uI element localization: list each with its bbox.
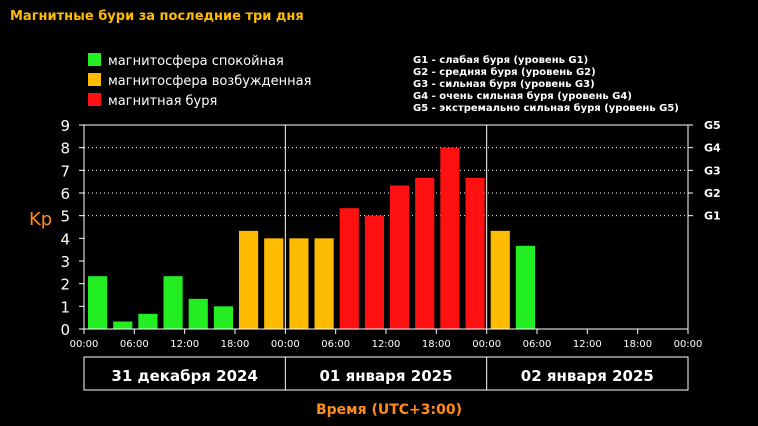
bar-9 <box>314 238 334 329</box>
y-tick-label-7: 7 <box>60 162 70 180</box>
g-tick-label-g5: G5 <box>704 119 721 132</box>
g-scale-item-g1: G1 - слабая буря (уровень G1) <box>413 54 588 66</box>
legend-label-storm: магнитная буря <box>108 94 217 109</box>
x-tick-label-11: 18:00 <box>623 339 652 350</box>
y-tick-label-0: 0 <box>60 321 70 339</box>
legend-label-quiet: магнитосфера спокойная <box>108 54 284 69</box>
g-scale-item-g3: G3 - сильная буря (уровень G3) <box>413 78 595 90</box>
g-scale-item-g2: G2 - средняя буря (уровень G2) <box>413 66 596 78</box>
legend: магнитосфера спокойная магнитосфера возб… <box>88 53 311 109</box>
g-tick-label-g1: G1 <box>704 210 721 223</box>
bar-17 <box>515 245 535 329</box>
legend-label-active: магнитосфера возбужденная <box>108 74 311 89</box>
plot-area: 0 1 2 3 4 5 6 7 8 9 G1 G2 G3 G4 G5 00:00 06:00 12:00 18:00… <box>60 117 721 391</box>
g-tick-label-g4: G4 <box>704 142 721 155</box>
x-tick-label-8: 00:00 <box>472 339 501 350</box>
g-tick-label-g2: G2 <box>704 187 721 200</box>
y-tick-label-8: 8 <box>60 140 70 158</box>
legend-swatch-quiet <box>88 53 101 66</box>
bar-7 <box>264 238 284 329</box>
bar-2 <box>138 313 158 329</box>
x-tick-label-6: 12:00 <box>372 339 401 350</box>
bar-6 <box>239 230 259 329</box>
y-tick-label-3: 3 <box>60 253 70 271</box>
bar-0 <box>88 276 108 329</box>
bar-16 <box>490 230 510 329</box>
x-tick-label-12: 00:00 <box>674 339 703 350</box>
g-scale-item-g4: G4 - очень сильная буря (уровень G4) <box>413 90 632 102</box>
y-tick-label-4: 4 <box>60 230 70 248</box>
x-tick-label-4: 00:00 <box>271 339 300 350</box>
x-tick-label-0: 00:00 <box>70 339 99 350</box>
bar-10 <box>339 208 359 329</box>
bar-5 <box>213 306 233 329</box>
bar-11 <box>364 215 384 329</box>
x-tick-label-9: 06:00 <box>523 339 552 350</box>
day-label-3: 02 января 2025 <box>521 367 654 385</box>
x-axis-label: Время (UTC+3:00) <box>316 402 462 418</box>
legend-swatch-active <box>88 73 101 86</box>
chart-title: Магнитные бури за последние три дня <box>10 9 304 24</box>
bar-3 <box>163 276 183 329</box>
bar-1 <box>113 321 133 329</box>
x-tick-label-3: 18:00 <box>221 339 250 350</box>
day-band-frame <box>83 356 689 391</box>
bar-4 <box>188 298 208 329</box>
bar-14 <box>440 147 460 329</box>
x-tick-label-7: 18:00 <box>422 339 451 350</box>
bar-13 <box>415 177 435 329</box>
g-tick-label-g3: G3 <box>704 164 721 177</box>
x-tick-label-2: 12:00 <box>170 339 199 350</box>
y-tick-label-6: 6 <box>60 185 70 203</box>
y-tick-label-2: 2 <box>60 276 70 294</box>
bar-12 <box>390 185 410 329</box>
legend-swatch-storm <box>88 93 101 106</box>
y-tick-label-1: 1 <box>60 298 70 316</box>
x-tick-label-10: 12:00 <box>573 339 602 350</box>
y-axis-label: Kp <box>29 209 52 230</box>
bar-8 <box>289 238 309 329</box>
day-label-2: 01 января 2025 <box>319 367 452 385</box>
day-label-1: 31 декабря 2024 <box>111 367 258 385</box>
y-tick-label-5: 5 <box>60 208 70 226</box>
y-tick-label-9: 9 <box>60 117 70 135</box>
bar-15 <box>465 177 485 329</box>
x-tick-label-1: 06:00 <box>120 339 149 350</box>
g-scale-legend: G1 - слабая буря (уровень G1) G2 - средн… <box>413 54 679 114</box>
x-tick-label-5: 06:00 <box>321 339 350 350</box>
g-scale-item-g5: G5 - экстремально сильная буря (уровень … <box>413 102 679 114</box>
